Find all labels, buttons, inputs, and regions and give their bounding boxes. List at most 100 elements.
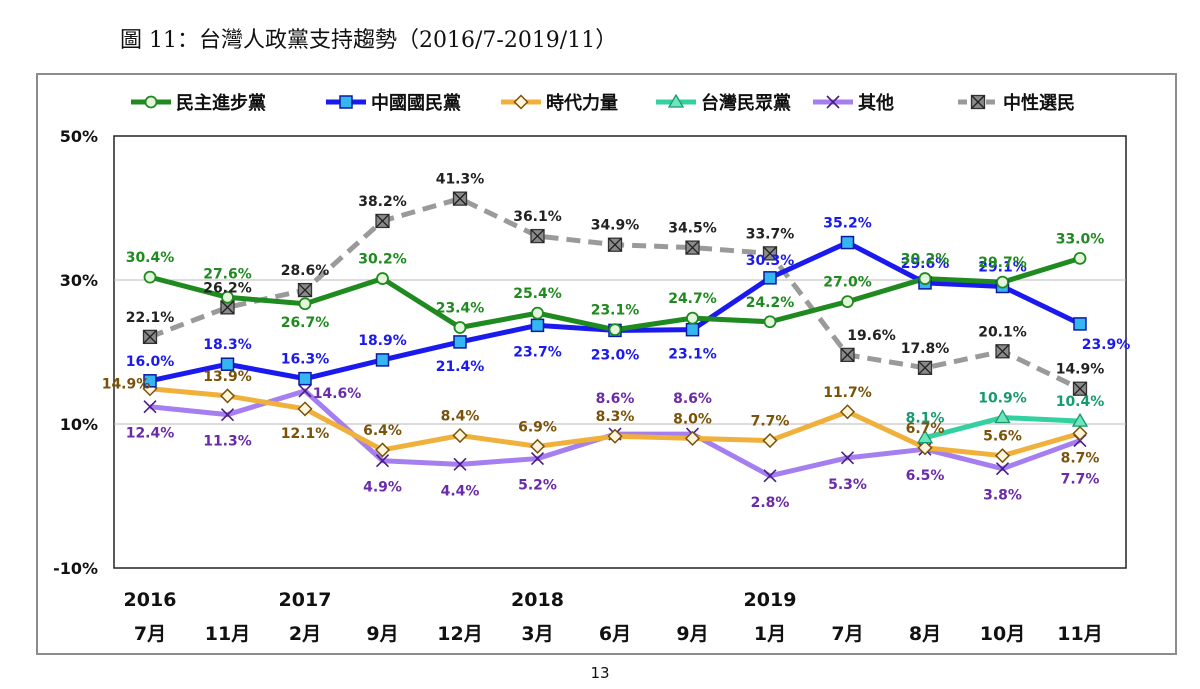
data-point [453, 321, 467, 334]
data-label: 23.1% [591, 303, 640, 319]
data-point [995, 344, 1010, 359]
data-label: 35.2% [823, 216, 872, 232]
data-label: 3.8% [983, 488, 1022, 504]
marker-shape [297, 401, 313, 417]
data-label: 21.4% [436, 359, 485, 375]
data-point [220, 300, 235, 315]
data-label: 4.9% [363, 480, 402, 496]
data-label: 23.7% [513, 344, 562, 360]
marker-shape [762, 432, 778, 449]
data-point [143, 400, 157, 414]
data-point [994, 448, 1011, 464]
data-label: 23.0% [591, 347, 640, 363]
data-point [839, 404, 856, 420]
data-label: 30.4% [126, 250, 175, 266]
marker-shape [529, 438, 546, 454]
data-point [219, 388, 236, 404]
data-point [298, 371, 312, 386]
legend-label: 其他 [858, 92, 894, 114]
data-label: 8.3% [596, 409, 635, 425]
x-tick-label: 1月 [754, 623, 786, 645]
data-label: 29.1% [978, 259, 1027, 275]
marker-shape [685, 240, 700, 255]
marker-shape [917, 440, 933, 456]
plot-area: 50% 30% 10% -10% 7月 11月 2月 9月 12月 3月 6月 9月 1月 7月 8月 10月… [53, 127, 1130, 645]
data-label: 33.0% [1056, 231, 1105, 247]
data-point [375, 213, 390, 229]
data-point [453, 335, 467, 349]
data-point [375, 454, 390, 468]
data-label: 8.6% [596, 391, 635, 407]
marker-shape [918, 360, 932, 375]
data-point [917, 440, 933, 456]
data-label: 23.1% [668, 347, 717, 363]
marker-shape [375, 353, 390, 367]
figure-title: 圖 11：台灣人政黨支持趨勢（2016/7-2019/11） [120, 28, 618, 53]
data-point [530, 228, 545, 244]
marker-shape [971, 95, 985, 109]
data-label: 8.4% [441, 409, 480, 425]
x-tick-label: 12月 [437, 623, 482, 645]
marker-shape [453, 457, 467, 471]
legend-marker [513, 94, 529, 110]
data-point [1073, 251, 1087, 265]
marker-shape [1073, 381, 1087, 396]
data-point [220, 357, 235, 371]
marker-shape [841, 295, 854, 309]
data-point [297, 401, 313, 417]
data-point [452, 191, 468, 206]
marker-shape [1072, 425, 1088, 441]
data-label: 27.6% [203, 266, 252, 282]
x-tick-label: 7月 [134, 623, 166, 645]
data-label: 8.1% [906, 411, 945, 427]
marker-shape [221, 290, 234, 304]
data-point [840, 347, 855, 363]
marker-shape [220, 357, 235, 371]
marker-shape [994, 448, 1011, 464]
legend-item: 台灣民眾黨 [656, 92, 791, 114]
marker-shape [608, 237, 622, 252]
data-label: 30.2% [358, 252, 407, 268]
legend-marker [667, 93, 685, 108]
x-year-label: 2016 [124, 589, 177, 611]
x-tick-label: 9月 [366, 623, 398, 645]
data-label: 7.7% [751, 414, 790, 430]
x-tick-label: 11月 [205, 623, 250, 645]
data-label: 14.6% [313, 386, 362, 402]
data-point [840, 235, 855, 250]
x-tick-label: 9月 [676, 623, 708, 645]
data-label: 17.8% [901, 341, 950, 357]
data-point [841, 295, 854, 309]
legend-marker [970, 94, 986, 110]
data-point [996, 275, 1009, 289]
data-label: 6.9% [518, 419, 557, 435]
marker-shape [994, 409, 1011, 424]
marker-shape [530, 451, 545, 466]
data-point [995, 462, 1010, 476]
data-label: 33.7% [746, 226, 795, 242]
marker-shape [916, 429, 934, 444]
data-label: 23.9% [1082, 337, 1131, 353]
data-label: 6.7% [906, 421, 945, 437]
marker-shape [685, 322, 700, 337]
y-tick-label: -10% [53, 559, 98, 578]
marker-shape [453, 335, 467, 349]
marker-shape [143, 270, 157, 284]
legend-label: 中性選民 [1003, 92, 1075, 114]
marker-shape [826, 95, 840, 109]
legend-label: 時代力量 [546, 92, 618, 114]
data-point [1072, 381, 1088, 396]
marker-shape [1073, 317, 1087, 331]
marker-shape [1071, 412, 1089, 427]
y-tick-label: 50% [60, 127, 98, 146]
data-label: 22.1% [126, 310, 175, 326]
data-point [762, 246, 778, 261]
data-label: 19.6% [847, 328, 896, 344]
marker-shape [513, 94, 529, 110]
data-point [763, 271, 777, 285]
data-label: 27.0% [823, 275, 872, 291]
x-tick-label: 7月 [831, 623, 863, 645]
legend-item: 時代力量 [501, 92, 618, 114]
data-point [685, 322, 700, 337]
legend-item: 民主進步黨 [131, 92, 266, 114]
